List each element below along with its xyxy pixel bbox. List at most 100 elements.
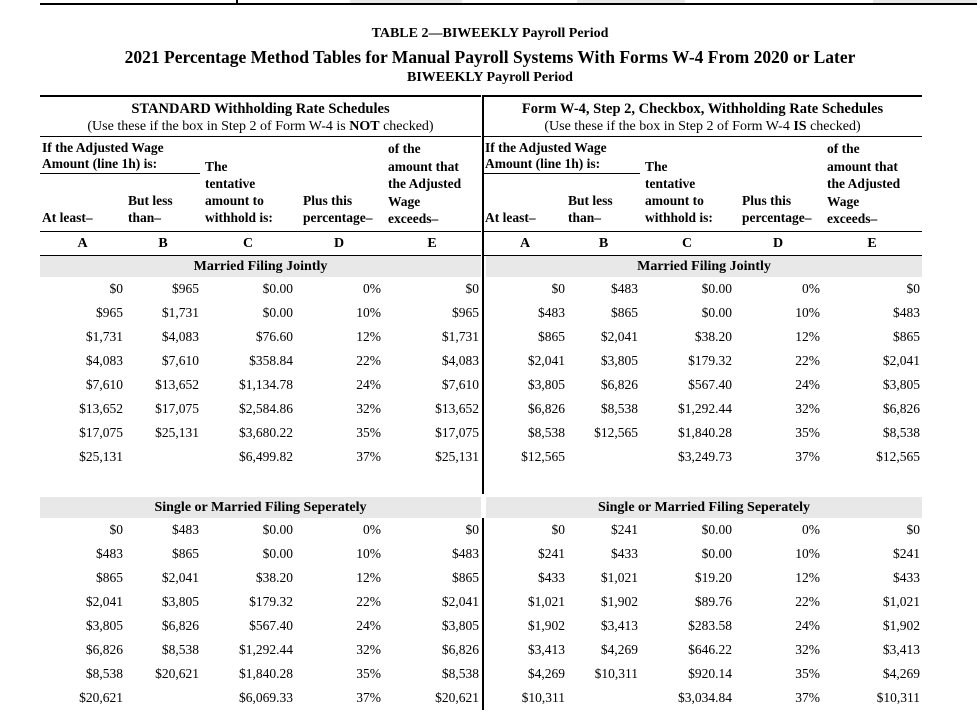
table-cell: $8,538 [527,425,565,440]
table-cell: $241 [538,546,565,561]
table-row: $483 $865 $0.00 10% $483 [40,542,481,566]
table-cell: $8,538 [85,666,123,681]
table-cell: $2,041 [527,353,565,368]
table-cell: $483 [893,305,920,320]
table-cell: $25,131 [435,449,479,464]
at-least-header: At least– [42,210,93,225]
table-cell: $0 [551,522,566,537]
table-cell: $3,805 [600,353,638,368]
table-cell: $1,134.78 [239,377,293,392]
table-cell: $1,731 [161,305,199,320]
adjusted-wage-underline [40,173,200,174]
table-cell: $3,805 [161,594,199,609]
table-cell: $965 [96,305,123,320]
table-row: $0 $965 $0.00 0% $0 [40,277,481,301]
table-cell: $1,292.44 [678,401,732,416]
table-cell: 22% [356,353,381,368]
table-cell: 24% [356,377,381,392]
married-filing-jointly-rows: $0 $483 $0.00 0% $0 $483 $865 $0.00 10% $483 $865 $… [483,277,922,469]
table-cell: $3,805 [527,377,565,392]
table-cell: 32% [795,642,820,657]
table-cell: $3,680.22 [239,425,293,440]
checkbox-schedule-header: Form W-4, Step 2, Checkbox, Withholding … [483,95,922,137]
center-divider-rule [482,95,484,494]
table-cell: $19.20 [694,570,732,585]
table-cell: $4,083 [85,353,123,368]
table-cell: 22% [356,594,381,609]
table-cell: $6,826 [161,618,199,633]
table-cell: $10,311 [594,666,638,681]
table-cell: $7,610 [85,377,123,392]
table-cell: $13,652 [155,377,199,392]
table-cell: $6,499.82 [239,449,293,464]
remnant-gray-cell [577,0,685,3]
table-row: $1,902 $3,413 $283.58 24% $1,902 [483,614,922,638]
table-cell: 10% [356,305,381,320]
table-row: $7,610 $13,652 $1,134.78 24% $7,610 [40,373,481,397]
table-row: $6,826 $8,538 $1,292.44 32% $6,826 [483,397,922,421]
table-cell: 24% [356,618,381,633]
table-cell: $38.20 [694,329,732,344]
standard-schedule-table: STANDARD Withholding Rate Schedules (Use… [40,95,481,711]
table-cell: 32% [356,642,381,657]
tentative-amount-header: The tentative amount to withhold is: [645,159,713,225]
center-divider-rule [482,518,484,710]
table-row: $8,538 $12,565 $1,840.28 35% $8,538 [483,421,922,445]
table-cell: $10,311 [521,690,565,705]
table-cell: 22% [795,353,820,368]
table-cell: $7,610 [441,377,479,392]
table-cell: $0 [465,281,480,296]
table-cell: $8,538 [600,401,638,416]
schedule-subheading: (Use these if the box in Step 2 of Form … [40,118,481,135]
table-cell: $6,826 [441,642,479,657]
table-cell: $12,565 [521,449,565,464]
table-cell: $89.76 [694,594,732,609]
table-row: $3,805 $6,826 $567.40 24% $3,805 [483,373,922,397]
table-row: $25,131 $6,499.82 37% $25,131 [40,445,481,469]
table-cell: $0.00 [262,522,293,537]
table-cell: $0 [906,522,921,537]
table-cell: $0.00 [701,522,732,537]
table-cell: $7,610 [161,353,199,368]
standard-schedule-header: STANDARD Withholding Rate Schedules (Use… [40,95,481,137]
adjusted-wage-header: If the Adjusted Wage Amount (line 1h) is… [485,140,607,171]
table-row: $865 $2,041 $38.20 12% $865 [40,566,481,590]
single-band: Single or Married Filing Seperately [40,497,481,518]
table-row: $8,538 $20,621 $1,840.28 35% $8,538 [40,662,481,686]
table-cell: $13,652 [79,401,123,416]
table-cell: 37% [795,690,820,705]
table-cell: $865 [611,305,638,320]
table-cell: $1,840.28 [678,425,732,440]
table-cell: $1,731 [85,329,123,344]
table-cell: 32% [795,401,820,416]
table-cell: $6,826 [600,377,638,392]
table-cell: $2,584.86 [239,401,293,416]
table-cell: $433 [893,570,920,585]
column-letter: C [681,235,693,251]
table-cell: $1,021 [527,594,565,609]
column-letter: A [519,235,531,251]
adjusted-wage-underline [483,173,640,174]
plus-percentage-header: Plus this percentage– [303,193,373,225]
schedule-subheading: (Use these if the box in Step 2 of Form … [483,118,922,135]
table-cell: $6,826 [85,642,123,657]
table-cell: 35% [795,666,820,681]
table-cell: $6,069.33 [239,690,293,705]
table-cell: $865 [452,570,479,585]
table-row: $2,041 $3,805 $179.32 22% $2,041 [483,349,922,373]
column-letter-row: A B C D E [40,232,481,256]
table-cell: 37% [356,449,381,464]
table-row: $3,805 $6,826 $567.40 24% $3,805 [40,614,481,638]
table-cell: $3,249.73 [678,449,732,464]
table-cell: $241 [611,522,638,537]
payroll-period-subtitle: BIWEEKLY Payroll Period [407,70,573,85]
subheading-emphasis: NOT [349,119,380,134]
table-cell: 37% [356,690,381,705]
table-cell: $241 [893,546,920,561]
checkbox-schedule-table: Form W-4, Step 2, Checkbox, Withholding … [483,95,922,711]
of-amount-exceeds-header: of the amount that the Adjusted Wage exc… [827,141,901,226]
table-cell: $483 [96,546,123,561]
remnant-gray-cell [350,0,462,3]
table-cell: $920.14 [688,666,732,681]
table-cell: $179.32 [688,353,732,368]
